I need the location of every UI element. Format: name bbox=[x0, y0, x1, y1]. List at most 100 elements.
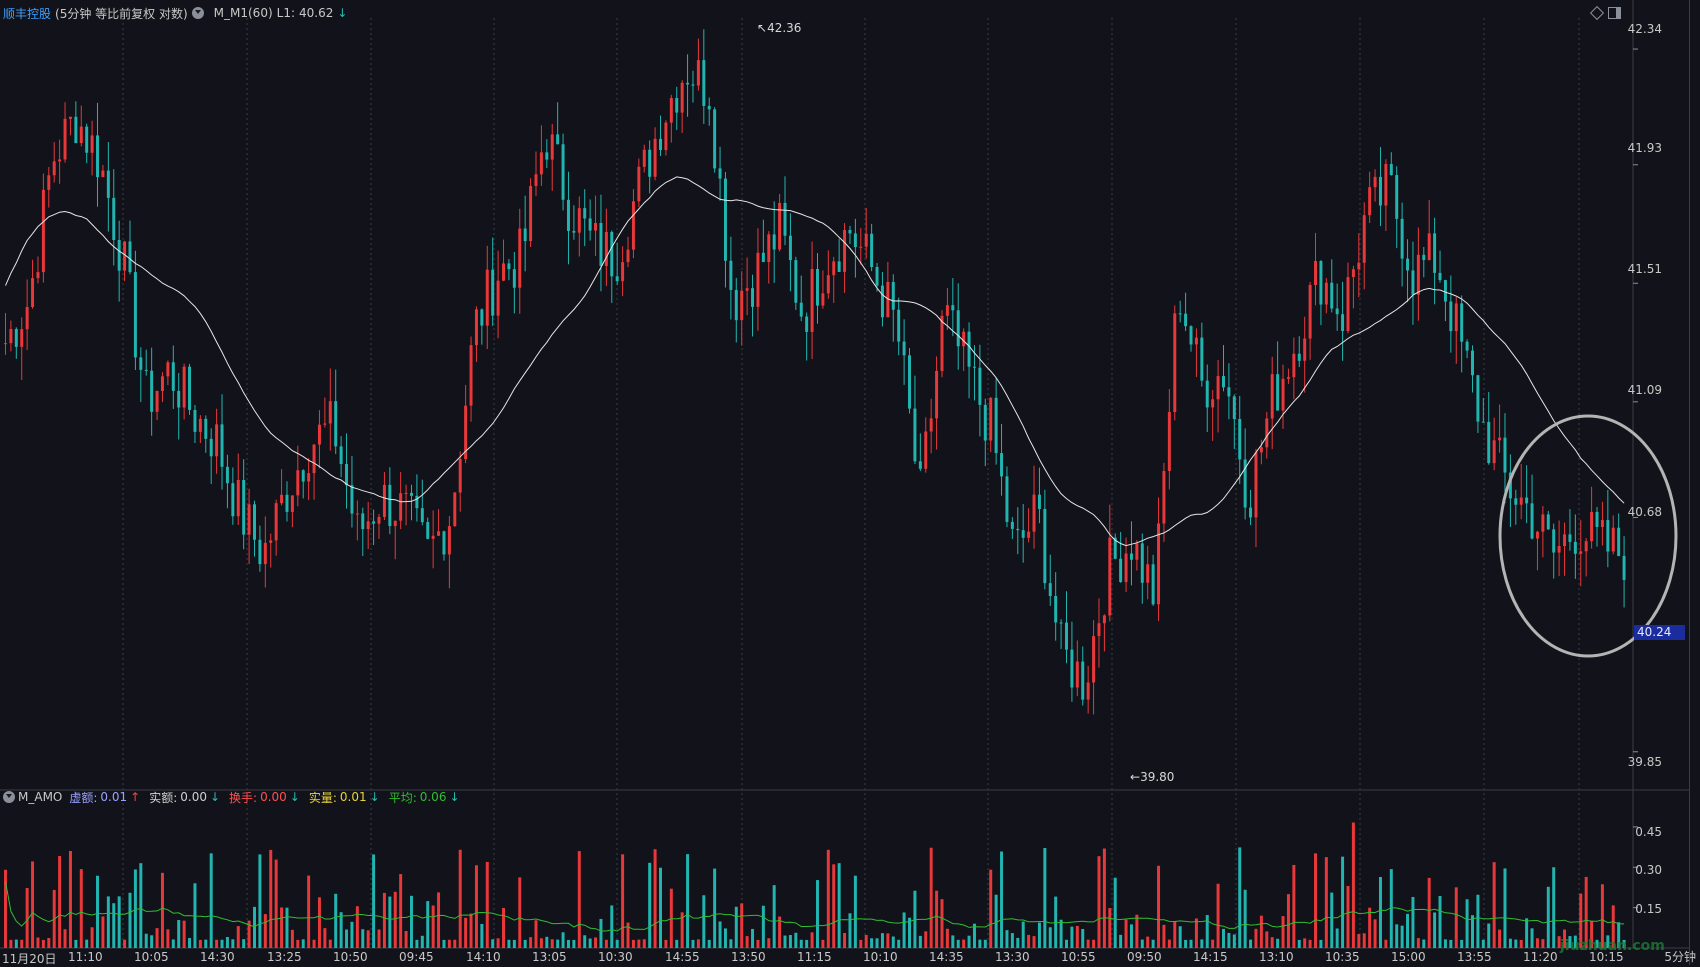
down-arrow-icon: ↓ bbox=[449, 790, 460, 804]
candle-body bbox=[280, 494, 284, 504]
volume-bar bbox=[680, 912, 684, 948]
chevron-down-icon[interactable] bbox=[191, 7, 204, 19]
candle-body bbox=[1406, 258, 1410, 271]
volume-bar bbox=[956, 939, 960, 948]
candle-body bbox=[1113, 537, 1117, 559]
volume-bar bbox=[1427, 877, 1431, 948]
candle-body bbox=[106, 170, 110, 198]
candle-body bbox=[112, 197, 116, 241]
panel-toggle-icon[interactable] bbox=[1608, 7, 1621, 19]
candle-body bbox=[1357, 262, 1361, 270]
volume-bar bbox=[610, 905, 614, 948]
volume-bar bbox=[1525, 918, 1529, 948]
volume-bar bbox=[1097, 856, 1101, 948]
volume-bar bbox=[399, 874, 403, 948]
candle-body bbox=[648, 149, 652, 177]
right-scroll-strip[interactable] bbox=[1689, 0, 1700, 965]
down-arrow-icon: ↓ bbox=[369, 790, 380, 804]
diamond-icon[interactable] bbox=[1589, 5, 1605, 21]
candle-body bbox=[220, 424, 224, 467]
candle-body bbox=[1460, 303, 1464, 342]
volume-bar bbox=[263, 914, 267, 948]
candle-body bbox=[285, 494, 289, 512]
candle-body bbox=[723, 178, 727, 261]
low-price-mark: ←39.80 bbox=[1130, 770, 1175, 784]
candle-body bbox=[177, 390, 181, 408]
volume-bar bbox=[166, 929, 170, 948]
time-tick: 09:45 bbox=[399, 950, 434, 964]
volume-bar bbox=[502, 907, 506, 948]
candle-body bbox=[1492, 440, 1496, 464]
candle-body bbox=[1368, 187, 1372, 216]
time-tick: 10:55 bbox=[1061, 950, 1096, 964]
candle-body bbox=[989, 397, 993, 441]
time-tick: 10:35 bbox=[1325, 950, 1360, 964]
candle-body bbox=[1200, 337, 1204, 381]
volume-bar bbox=[924, 931, 928, 948]
candle-body bbox=[756, 252, 760, 307]
candle-body bbox=[1378, 176, 1382, 206]
volume-bar bbox=[918, 935, 922, 948]
candle-body bbox=[188, 366, 192, 410]
candle-body bbox=[1297, 353, 1301, 361]
volume-bar bbox=[1433, 912, 1437, 948]
candle-body bbox=[821, 293, 825, 306]
candle-body bbox=[745, 288, 749, 291]
volume-bar bbox=[188, 938, 192, 948]
volume-bar bbox=[1389, 869, 1393, 948]
candle-body bbox=[242, 479, 246, 535]
candle-body bbox=[512, 269, 516, 288]
candle-body bbox=[366, 521, 370, 530]
candle-body bbox=[1590, 511, 1594, 542]
volume-bar bbox=[1102, 848, 1106, 948]
candle-body bbox=[1443, 280, 1447, 302]
candle-body bbox=[1600, 520, 1604, 527]
volume-tick: 0.45 bbox=[1635, 825, 1662, 839]
volume-bar bbox=[1249, 939, 1253, 948]
volume-bar bbox=[696, 939, 700, 948]
volume-bar bbox=[328, 939, 332, 948]
candle-body bbox=[9, 329, 13, 344]
candle-body bbox=[1037, 494, 1041, 509]
chevron-down-icon[interactable] bbox=[3, 791, 15, 803]
volume-indicator-name[interactable]: M_AMO bbox=[18, 790, 63, 804]
candle-body bbox=[864, 233, 868, 247]
up-arrow-icon: ↑ bbox=[130, 790, 141, 804]
stock-name[interactable]: 顺丰控股 bbox=[3, 6, 52, 21]
candle-body bbox=[1508, 472, 1512, 499]
volume-bar bbox=[150, 935, 154, 948]
price-tick: 41.09 bbox=[1627, 383, 1662, 397]
candle-body bbox=[1476, 375, 1480, 422]
volume-bar bbox=[198, 939, 202, 948]
candle-body bbox=[198, 418, 202, 432]
volume-bar bbox=[215, 939, 219, 948]
volume-bar bbox=[1243, 889, 1247, 948]
candle-body bbox=[707, 105, 711, 110]
volume-bar bbox=[31, 861, 35, 948]
candle-body bbox=[507, 263, 511, 270]
candle-body bbox=[1563, 534, 1567, 547]
volume-bar bbox=[1492, 862, 1496, 948]
candle-body bbox=[761, 252, 765, 262]
volume-bar bbox=[1357, 934, 1361, 948]
candle-body bbox=[637, 166, 641, 202]
candle-body bbox=[166, 362, 170, 377]
period-button[interactable]: 5分钟 bbox=[1664, 950, 1696, 964]
candle-body bbox=[794, 260, 798, 303]
volume-bar bbox=[1043, 848, 1047, 948]
price-tick: 40.68 bbox=[1627, 505, 1662, 519]
volume-bar bbox=[1552, 867, 1556, 948]
volume-bar bbox=[723, 928, 727, 948]
candle-body bbox=[983, 404, 987, 441]
watermark: jiuzhuan.com bbox=[1560, 938, 1665, 954]
candle-body bbox=[816, 268, 819, 306]
candle-body bbox=[464, 405, 468, 460]
candle-body bbox=[437, 531, 441, 536]
candle-body bbox=[1205, 380, 1209, 408]
time-tick: 13:05 bbox=[532, 950, 567, 964]
ma-indicator-name[interactable]: M_M1(60) bbox=[213, 6, 273, 20]
candle-body bbox=[940, 315, 944, 371]
time-tick: 11:15 bbox=[797, 950, 832, 964]
volume-bar bbox=[47, 938, 51, 948]
